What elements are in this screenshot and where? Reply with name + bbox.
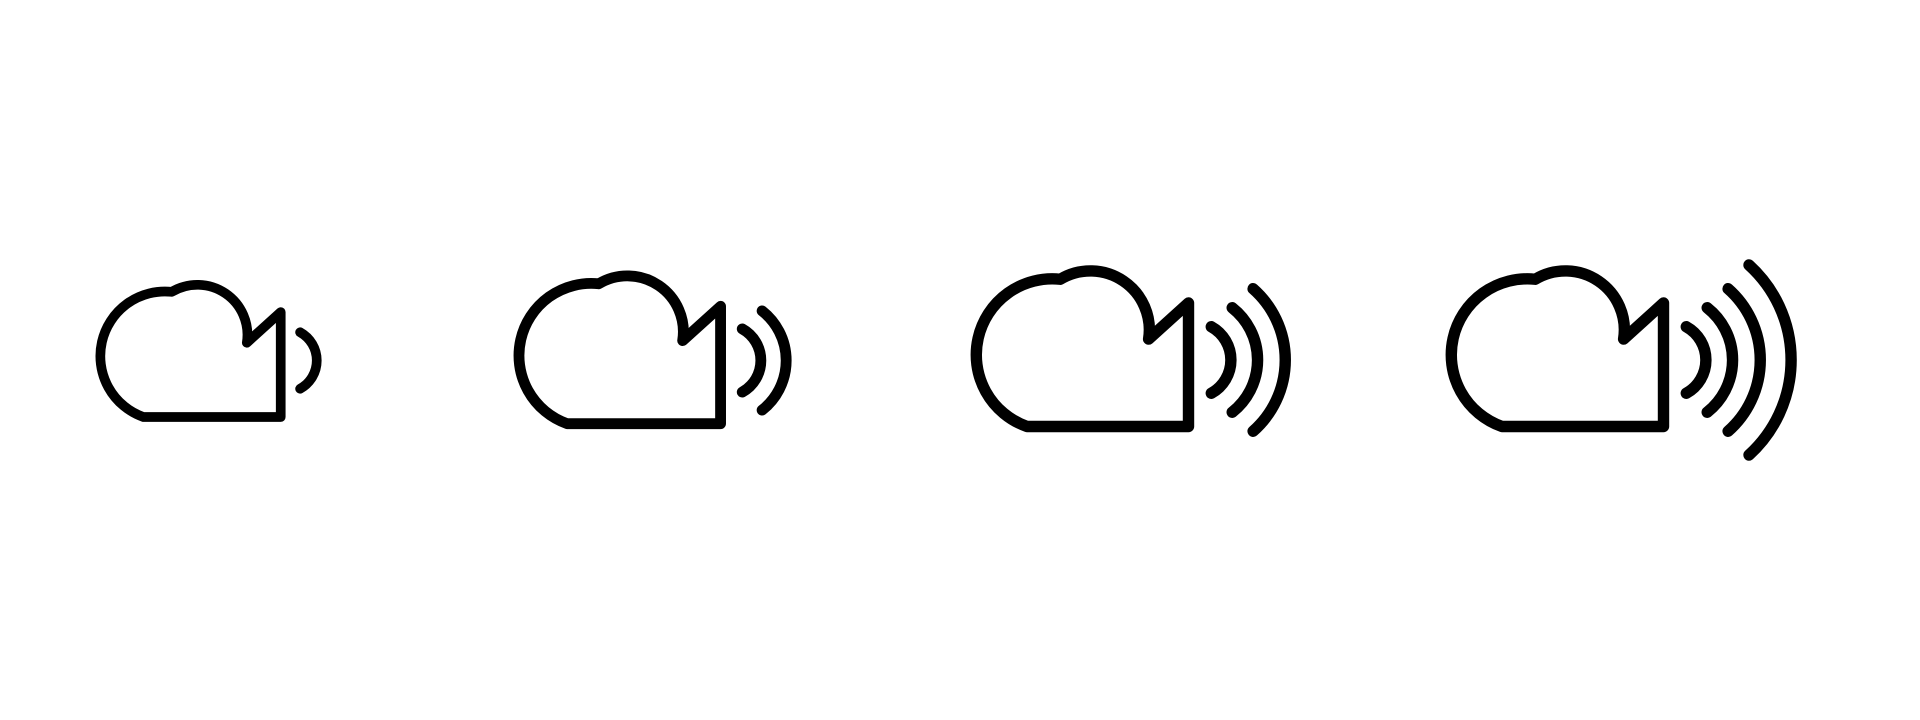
- cloud-volume-3-icon: [970, 190, 1350, 530]
- cloud-volume-icon-row: [0, 0, 1920, 720]
- cloud-volume-2-icon: [513, 199, 874, 522]
- cloud-volume-2-icon-cell: [513, 199, 874, 522]
- cloud-volume-1-icon-cell: [95, 216, 418, 505]
- cloud-volume-1-icon: [95, 216, 418, 505]
- cloud-volume-3-icon-cell: [970, 190, 1350, 530]
- cloud-volume-4-icon-cell: [1445, 190, 1825, 530]
- cloud-volume-4-icon: [1445, 190, 1825, 530]
